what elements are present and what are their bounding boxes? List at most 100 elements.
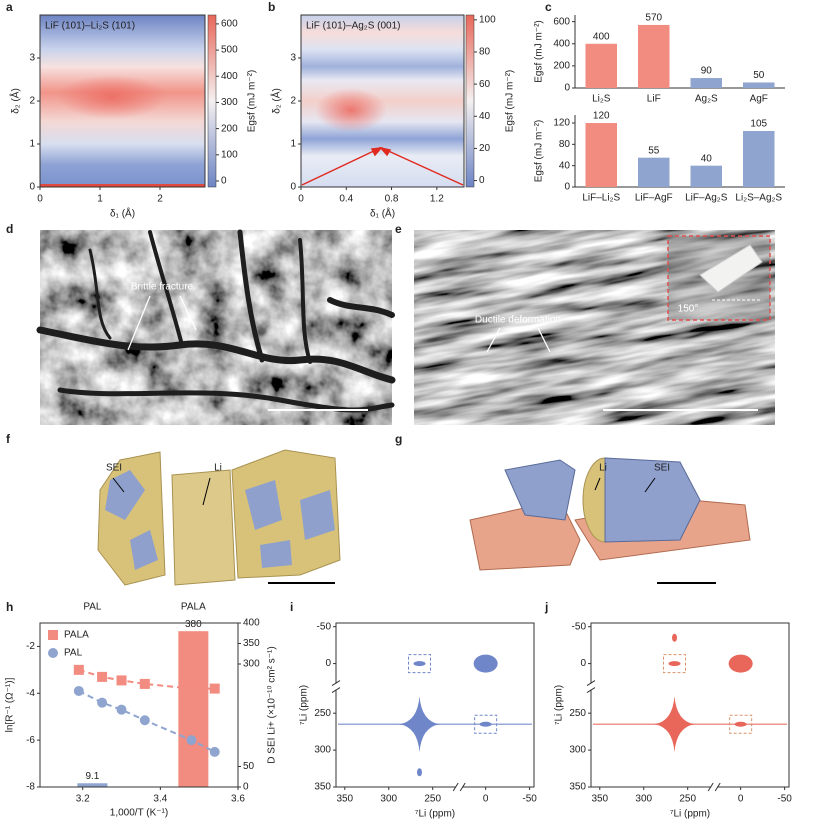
y2-tick-label: 300	[243, 659, 260, 670]
y-tick-label: 0	[564, 83, 570, 94]
legend-marker	[48, 648, 58, 658]
value-label: 55	[648, 145, 660, 156]
bar	[638, 157, 670, 187]
x-tick-label: 0	[298, 194, 304, 205]
x-tick-label: 0.4	[339, 194, 353, 205]
panel-label: a	[6, 0, 13, 14]
peak	[413, 661, 426, 667]
x-tick-label: LiF–AgF	[635, 193, 673, 204]
y-axis-label: Egsf (mJ m⁻²)	[534, 120, 545, 183]
x-tick-label: 0.8	[385, 194, 399, 205]
marker	[73, 685, 84, 696]
bar	[690, 165, 722, 187]
y-tick-label: 0	[580, 658, 586, 669]
x-tick-label: Ag₂S	[695, 94, 718, 105]
value-label: 40	[701, 153, 713, 164]
peak	[734, 721, 747, 727]
colorbar-label: Egsf (mJ m⁻²)	[247, 70, 258, 133]
peak	[473, 654, 498, 673]
inset-label: 150°	[678, 304, 699, 315]
x-tick-label: LiF–Ag₂S	[685, 193, 728, 204]
value-label: 380	[185, 619, 202, 630]
value-label: 570	[645, 13, 662, 24]
peak	[479, 721, 492, 727]
colorbar	[465, 14, 475, 188]
x-axis-label: ⁷Li (ppm)	[415, 809, 455, 820]
annotation: Ductile deformation	[475, 315, 561, 326]
x-tick-label: LiF–Li₂S	[582, 193, 620, 204]
colorbar-tick-label: 300	[221, 97, 238, 108]
top-category: PALA	[181, 602, 206, 613]
y-tick-label: -2	[26, 641, 35, 652]
value-label: 50	[753, 70, 765, 81]
y-tick-label: 0	[325, 658, 331, 669]
colorbar-tick-label: 0	[479, 175, 485, 186]
chart-title: LiF (101)–Li₂S (101)	[45, 21, 135, 32]
y-axis-label: ⁷Li (ppm)	[299, 685, 310, 725]
y-tick-label: -6	[26, 735, 35, 746]
bar	[77, 783, 108, 787]
peak	[399, 696, 440, 753]
x-tick-label: 0	[37, 194, 43, 205]
render-label: Li	[599, 463, 607, 474]
bar	[178, 631, 209, 787]
legend-label: PAL	[64, 648, 83, 659]
x-axis-label: ⁷Li (ppm)	[670, 809, 710, 820]
marker	[116, 704, 127, 715]
marker	[186, 683, 197, 694]
plot-frame	[335, 622, 535, 788]
axis-break	[452, 782, 466, 792]
colorbar-tick-label: 0	[221, 176, 227, 187]
x-tick-label: 350	[591, 794, 608, 805]
colorbar-tick-label: 200	[221, 123, 238, 134]
axis-break	[707, 782, 721, 792]
x-tick-label: 2	[157, 194, 163, 205]
peak	[668, 661, 681, 667]
plot-frame	[39, 622, 239, 788]
y-tick-label: 300	[314, 745, 331, 756]
value-label: 9.1	[85, 771, 99, 782]
y-tick-label: 350	[314, 782, 331, 793]
x-tick-label: 0	[738, 794, 744, 805]
marker	[139, 715, 150, 726]
marker	[139, 678, 150, 689]
panel-label: i	[290, 600, 293, 614]
y-tick-label: -4	[26, 688, 35, 699]
panel-label: h	[6, 600, 13, 614]
marker	[73, 664, 84, 675]
x-tick-label: -50	[777, 794, 792, 805]
colorbar	[207, 14, 217, 188]
y-tick-label: -8	[26, 782, 35, 793]
y-axis-label: ⁷Li (ppm)	[554, 685, 565, 725]
x-axis-label: δ₁ (Å)	[370, 207, 395, 220]
y-tick-label: 400	[553, 38, 570, 49]
colorbar-tick-label: 600	[221, 19, 238, 30]
peak	[672, 633, 678, 642]
y-tick-label: 80	[559, 139, 571, 150]
y-tick-label: 120	[553, 118, 570, 129]
y-tick-label: 0	[29, 182, 35, 193]
x-tick-label: 250	[424, 794, 441, 805]
render-g: Li SEI	[469, 457, 751, 584]
x-axis-label: δ₁ (Å)	[110, 207, 135, 220]
render-label: SEI	[654, 463, 670, 474]
y2-tick-label: 400	[243, 618, 260, 629]
panel-label: c	[545, 0, 552, 14]
colorbar-tick-label: 20	[479, 143, 491, 154]
y-tick-label: 1	[290, 139, 296, 150]
x-tick-label: 3.2	[76, 794, 90, 805]
panel-label: b	[268, 0, 275, 14]
bar	[743, 82, 775, 88]
x-axis-label: 1,000/T (K⁻¹)	[110, 808, 168, 819]
marker	[186, 735, 197, 746]
bar	[585, 43, 617, 88]
value-label: 105	[750, 119, 767, 130]
y-tick-label: 0	[290, 182, 296, 193]
marker	[209, 746, 220, 757]
x-tick-label: 0	[483, 794, 489, 805]
legend-marker	[48, 630, 58, 640]
y-tick-label: 250	[314, 708, 331, 719]
bar	[743, 131, 775, 187]
x-tick-label: Li₂S	[592, 94, 611, 105]
